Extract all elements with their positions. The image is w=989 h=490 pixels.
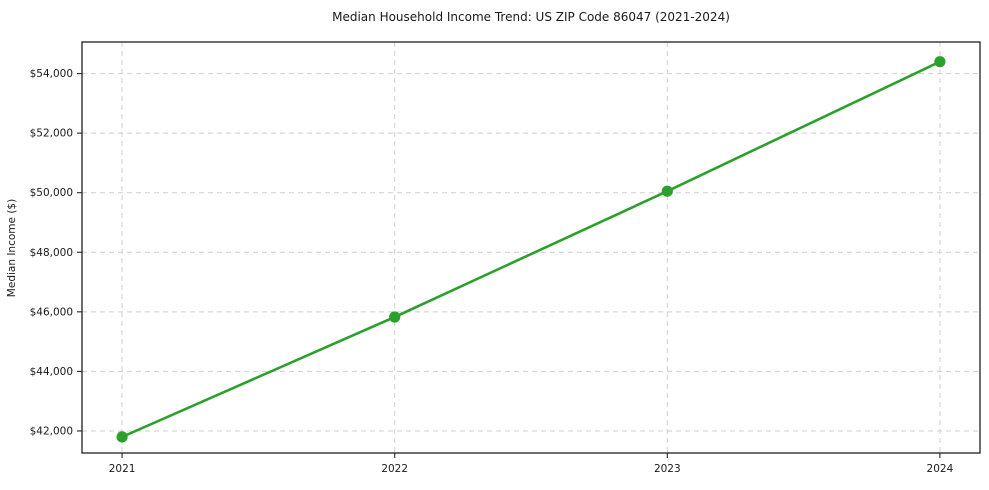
y-tick-labels: $42,000 $44,000 $46,000 $48,000 $50,000 $52,0… — [30, 68, 73, 437]
plot-border — [81, 41, 981, 454]
y-tick-label: $50,000 — [30, 187, 73, 199]
data-points — [116, 56, 946, 443]
gridlines-horizontal — [82, 73, 980, 432]
income-trend-line — [120, 60, 942, 439]
x-tick-label: 2021 — [109, 463, 136, 475]
y-tick-label: $54,000 — [30, 68, 73, 80]
y-tick-label: $52,000 — [30, 128, 73, 140]
y-tick-label: $42,000 — [30, 425, 73, 437]
y-tick-label: $48,000 — [30, 247, 73, 259]
x-tick-label: 2022 — [381, 463, 408, 475]
chart-title: Median Household Income Trend: US ZIP Co… — [332, 10, 730, 24]
gridlines-vertical — [121, 42, 941, 453]
x-tick-labels: 2021 2022 2023 2024 — [109, 463, 954, 475]
x-tick-label: 2023 — [654, 463, 681, 475]
axis-ticks — [77, 73, 941, 458]
data-point-marker — [934, 56, 946, 68]
x-tick-label: 2024 — [927, 463, 954, 475]
y-axis-label: Median Income ($) — [6, 199, 18, 297]
data-point-marker — [389, 311, 401, 323]
data-point-marker — [116, 431, 128, 443]
y-tick-label: $46,000 — [30, 306, 73, 318]
y-tick-label: $44,000 — [30, 366, 73, 378]
data-point-marker — [661, 185, 673, 197]
data-line-group — [120, 60, 942, 439]
